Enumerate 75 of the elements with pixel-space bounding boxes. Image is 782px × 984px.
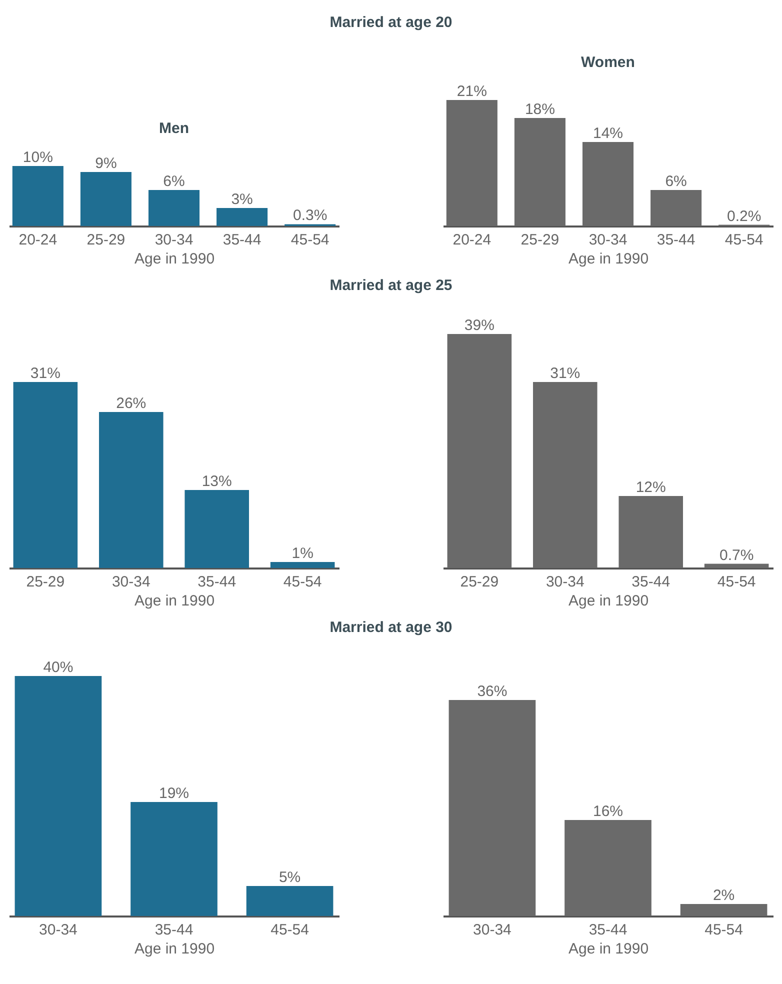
- bar: [270, 562, 335, 568]
- x-tick-label: 20-24: [452, 232, 492, 248]
- data-label: 40%: [43, 659, 74, 676]
- x-tick-label: 25-29: [520, 232, 560, 248]
- x-tick-label: 35-44: [632, 574, 670, 590]
- data-label: 18%: [524, 101, 555, 118]
- data-label: 3%: [231, 191, 253, 208]
- data-label: 0.2%: [726, 208, 762, 225]
- data-label: 2%: [712, 887, 735, 904]
- x-tick-label: 20-24: [18, 232, 58, 248]
- text: Married at age 25: [328, 277, 454, 294]
- data-label: 31%: [550, 365, 580, 382]
- bar: [618, 496, 683, 568]
- x-tick-label: 35-44: [198, 574, 236, 590]
- x-tick-label: 30-34: [473, 922, 512, 938]
- x-tick-label: 25-29: [26, 574, 65, 590]
- bar: [582, 142, 634, 226]
- x-axis-title: Age in 1990: [134, 940, 215, 958]
- x-tick-label: 45-54: [724, 232, 764, 248]
- x-tick-label: 35-44: [588, 922, 628, 938]
- bar: [13, 382, 78, 568]
- data-label: 16%: [592, 803, 624, 820]
- bar: [650, 190, 702, 226]
- data-label: 9%: [95, 155, 117, 172]
- bar: [99, 412, 164, 568]
- x-tick-label: 45-54: [717, 574, 756, 590]
- x-axis-title: Age in 1990: [568, 592, 649, 610]
- data-label: 14%: [592, 125, 624, 142]
- x-tick-label: 45-54: [283, 574, 322, 590]
- data-label: 26%: [116, 395, 146, 412]
- data-label: 6%: [163, 173, 185, 190]
- bar: [148, 190, 200, 226]
- x-axis-title: Age in 1990: [568, 940, 649, 958]
- data-label: 0.7%: [719, 546, 754, 564]
- bar: [446, 100, 498, 226]
- data-label: 5%: [278, 869, 301, 886]
- bar: [704, 564, 769, 568]
- x-axis-title: Age in 1990: [568, 250, 649, 268]
- x-tick-label: 35-44: [222, 232, 262, 248]
- bar: [12, 166, 64, 226]
- x-tick-label: 30-34: [154, 232, 194, 248]
- bar: [514, 118, 566, 226]
- data-label: 13%: [202, 473, 232, 490]
- data-label: 10%: [22, 149, 53, 166]
- x-tick-label: 30-34: [588, 232, 628, 248]
- data-label: 12%: [636, 479, 666, 496]
- x-axis-title: Age in 1990: [134, 250, 215, 268]
- x-tick-label: 45-54: [704, 922, 743, 938]
- data-label: 0.3%: [292, 207, 328, 224]
- text: Married at age 20: [328, 14, 454, 31]
- data-label: 21%: [456, 83, 487, 100]
- x-tick-label: 45-54: [270, 922, 309, 938]
- data-label: 19%: [158, 785, 190, 802]
- x-tick-label: 35-44: [656, 232, 696, 248]
- x-tick-label: 25-29: [86, 232, 126, 248]
- x-tick-label: 35-44: [154, 922, 194, 938]
- bar: [80, 172, 132, 226]
- x-tick-label: 25-29: [460, 574, 499, 590]
- data-label: 36%: [477, 683, 508, 700]
- bar: [533, 382, 598, 568]
- chart-title: Women: [581, 54, 635, 71]
- chart-title: Men: [159, 120, 189, 137]
- text: Married at age 30: [328, 619, 454, 636]
- x-axis-title: Age in 1990: [134, 592, 215, 610]
- bar: [184, 490, 249, 568]
- x-tick-label: 30-34: [39, 922, 78, 938]
- bar: [216, 208, 268, 226]
- data-label: 31%: [30, 365, 60, 382]
- x-tick-label: 30-34: [112, 574, 150, 590]
- data-label: 1%: [292, 545, 314, 562]
- data-label: 39%: [464, 317, 494, 334]
- x-tick-label: 45-54: [290, 232, 330, 248]
- x-tick-label: 30-34: [546, 574, 584, 590]
- bar: [447, 334, 512, 568]
- data-label: 6%: [665, 173, 687, 190]
